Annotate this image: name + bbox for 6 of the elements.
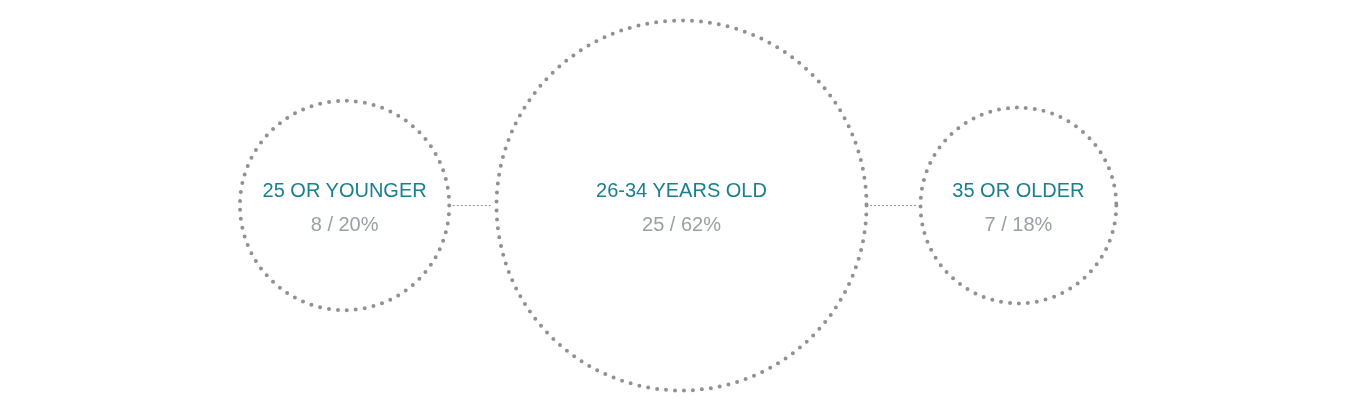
category-label: 35 OR OLDER [952,179,1085,202]
data-label: 25 / 62% [642,213,722,236]
category-label: 26-34 YEARS OLD [596,179,767,202]
data-label: 8 / 20% [310,213,379,236]
data-label: 7 / 18% [984,213,1053,236]
category-label: 25 OR YOUNGER [262,179,427,202]
